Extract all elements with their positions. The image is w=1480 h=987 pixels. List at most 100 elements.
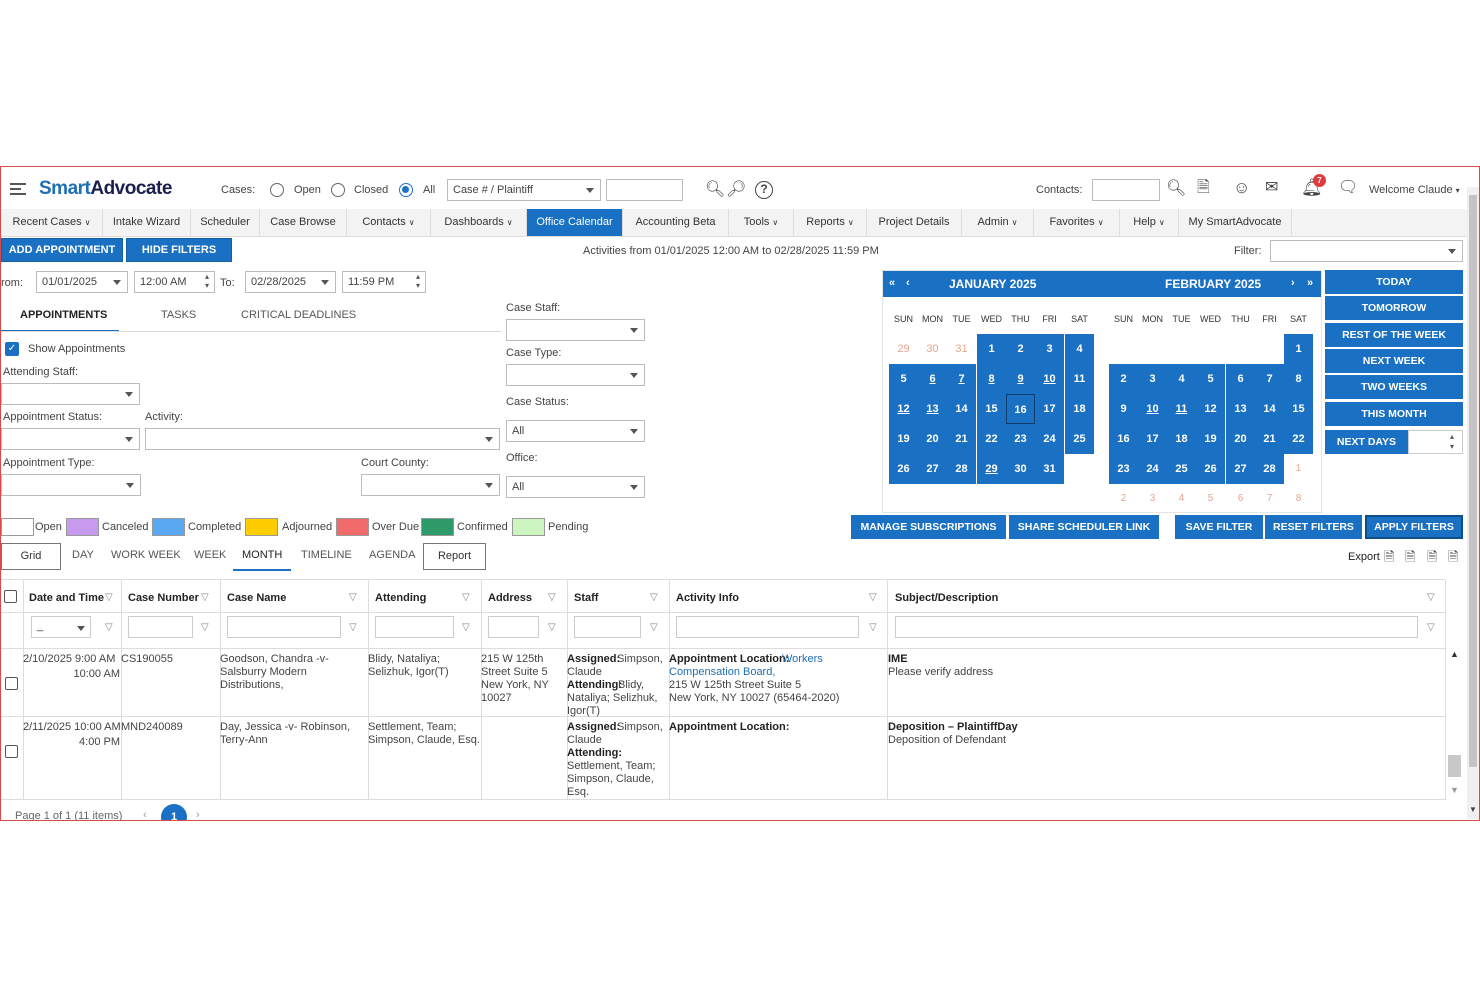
calendar-day[interactable]: 22 bbox=[977, 424, 1006, 454]
calendar-day[interactable]: 19 bbox=[889, 424, 918, 454]
nav-item-admin[interactable]: Admin ∨ bbox=[962, 209, 1034, 236]
case-number[interactable]: CS190055 bbox=[121, 653, 173, 665]
filter-funnel-icon[interactable]: ▽ bbox=[650, 592, 658, 603]
smiley-icon[interactable]: ☺ bbox=[1233, 178, 1251, 197]
add-appointment-button[interactable]: ADD APPOINTMENT bbox=[1, 238, 123, 262]
prev-month-icon[interactable]: ‹ bbox=[906, 277, 910, 289]
filter-funnel-icon[interactable]: ▽ bbox=[462, 622, 470, 633]
search-zoom-out-icon[interactable]: 🔍︎ bbox=[705, 181, 726, 198]
calendar-day[interactable]: 24 bbox=[1138, 454, 1167, 484]
filter-funnel-icon[interactable]: ▽ bbox=[349, 622, 357, 633]
calendar-day[interactable]: 9 bbox=[1006, 364, 1035, 394]
calendar-day[interactable]: 8 bbox=[977, 364, 1006, 394]
search-icon[interactable]: 🔍︎ bbox=[1166, 180, 1187, 197]
column-filter-input[interactable] bbox=[227, 616, 341, 638]
calendar-day[interactable]: 1 bbox=[1295, 463, 1302, 474]
notes-icon[interactable]: 🗎 bbox=[1197, 179, 1210, 196]
menu-icon[interactable] bbox=[10, 183, 26, 198]
calendar-day[interactable]: 20 bbox=[1226, 424, 1255, 454]
nav-item-reports[interactable]: Reports ∨ bbox=[794, 209, 867, 236]
calendar-day[interactable]: 30 bbox=[926, 343, 939, 355]
nav-item-contacts[interactable]: Contacts ∨ bbox=[347, 209, 431, 236]
column-header-attending[interactable]: Attending bbox=[375, 592, 427, 604]
to-time-spinner[interactable]: 11:59 PM ▴ ▾ bbox=[342, 271, 426, 293]
prev-year-icon[interactable]: « bbox=[889, 277, 896, 289]
calendar-day[interactable]: 4 bbox=[1065, 334, 1094, 364]
from-date-select[interactable]: 01/01/2025 bbox=[36, 271, 128, 293]
filter-funnel-icon[interactable]: ▽ bbox=[201, 622, 209, 633]
calendar-day[interactable]: 31 bbox=[955, 343, 968, 355]
cases-all-radio[interactable] bbox=[399, 183, 413, 197]
calendar-day[interactable]: 10 bbox=[1035, 364, 1064, 394]
hide-filters-button[interactable]: HIDE FILTERS bbox=[126, 238, 232, 262]
calendar-day[interactable]: 29 bbox=[977, 454, 1006, 484]
pager-next-icon[interactable]: › bbox=[196, 809, 200, 821]
nav-item-case-browse[interactable]: Case Browse bbox=[260, 209, 347, 236]
appointment-status-select[interactable] bbox=[1, 428, 140, 450]
view-timeline[interactable]: TIMELINE bbox=[301, 549, 352, 561]
calendar-day[interactable]: 15 bbox=[1284, 394, 1313, 424]
quick-tomorrow-button[interactable]: TOMORROW bbox=[1325, 296, 1463, 320]
nav-item-favorites[interactable]: Favorites ∨ bbox=[1034, 209, 1120, 236]
page-scrollbar[interactable]: ▼ bbox=[1467, 187, 1479, 819]
activity-location-link[interactable]: Compensation Board, bbox=[669, 666, 776, 678]
contacts-search-input[interactable] bbox=[1092, 179, 1160, 201]
filter-funnel-icon[interactable]: ▽ bbox=[650, 622, 658, 633]
to-date-select[interactable]: 02/28/2025 bbox=[245, 271, 336, 293]
office-select[interactable]: All bbox=[506, 476, 645, 498]
column-header-case-number[interactable]: Case Number bbox=[128, 592, 199, 604]
case-search-input[interactable] bbox=[606, 179, 683, 201]
share-scheduler-link-button[interactable]: SHARE SCHEDULER LINK bbox=[1009, 515, 1159, 539]
quick-next-days-button[interactable]: NEXT DAYS bbox=[1325, 430, 1408, 454]
filter-funnel-icon[interactable]: ▽ bbox=[462, 592, 470, 603]
pager-page-1[interactable]: 1 bbox=[161, 804, 187, 820]
calendar-day[interactable]: 6 bbox=[1226, 364, 1255, 394]
case-number[interactable]: MND240089 bbox=[121, 721, 183, 733]
calendar-day[interactable]: 3 bbox=[1035, 334, 1064, 364]
case-type-select[interactable] bbox=[506, 364, 645, 386]
calendar-day[interactable]: 29 bbox=[897, 343, 910, 355]
calendar-day[interactable]: 27 bbox=[1226, 454, 1255, 484]
case-search-type-select[interactable]: Case # / Plaintiff bbox=[447, 179, 601, 201]
calendar-day[interactable]: 18 bbox=[1065, 394, 1094, 424]
calendar-day[interactable]: 14 bbox=[1255, 394, 1284, 424]
calendar-day[interactable]: 26 bbox=[889, 454, 918, 484]
calendar-day[interactable]: 10 bbox=[1138, 394, 1167, 424]
nav-item-office-calendar[interactable]: Office Calendar bbox=[527, 209, 623, 236]
filter-funnel-icon[interactable]: ▽ bbox=[548, 622, 556, 633]
calendar-day[interactable]: 31 bbox=[1035, 454, 1064, 484]
calendar-day[interactable]: 1 bbox=[977, 334, 1006, 364]
column-header-case-name[interactable]: Case Name bbox=[227, 592, 287, 604]
calendar-day[interactable]: 6 bbox=[918, 364, 947, 394]
filter-funnel-icon[interactable]: ▽ bbox=[869, 592, 877, 603]
column-filter-input[interactable] bbox=[488, 616, 539, 638]
calendar-day[interactable]: 2 bbox=[1109, 364, 1138, 394]
grid-scrollbar[interactable]: ▲ ▼ bbox=[1445, 645, 1465, 800]
calendar-day[interactable]: 12 bbox=[1196, 394, 1225, 424]
calendar-day[interactable]: 7 bbox=[1255, 364, 1284, 394]
calendar-day[interactable]: 12 bbox=[889, 394, 918, 424]
view-work-week[interactable]: WORK WEEK bbox=[111, 549, 181, 561]
nav-item-help[interactable]: Help ∨ bbox=[1120, 209, 1179, 236]
calendar-day[interactable]: 5 bbox=[1207, 493, 1214, 504]
search-zoom-in-icon[interactable]: 🔎︎ bbox=[726, 181, 747, 198]
calendar-day[interactable]: 4 bbox=[1167, 364, 1196, 394]
nav-item-tools[interactable]: Tools ∨ bbox=[729, 209, 794, 236]
calendar-day[interactable]: 19 bbox=[1196, 424, 1225, 454]
apply-filters-button[interactable]: APPLY FILTERS bbox=[1365, 515, 1463, 539]
column-filter-input[interactable] bbox=[128, 616, 193, 638]
calendar-day[interactable]: 7 bbox=[947, 364, 976, 394]
calendar-day[interactable]: 17 bbox=[1138, 424, 1167, 454]
calendar-day[interactable]: 2 bbox=[1006, 334, 1035, 364]
export-pdf-icon[interactable]: 🗎 bbox=[1384, 549, 1395, 564]
calendar-day[interactable]: 5 bbox=[889, 364, 918, 394]
calendar-day[interactable]: 3 bbox=[1138, 364, 1167, 394]
calendar-day[interactable]: 13 bbox=[918, 394, 947, 424]
calendar-day[interactable]: 7 bbox=[1266, 493, 1273, 504]
inbox-icon[interactable]: ✉ bbox=[1265, 179, 1279, 196]
filter-funnel-icon[interactable]: ▽ bbox=[105, 592, 113, 603]
calendar-day[interactable]: 5 bbox=[1196, 364, 1225, 394]
calendar-day[interactable]: 15 bbox=[977, 394, 1006, 424]
nav-item-recent-cases[interactable]: Recent Cases ∨ bbox=[1, 209, 103, 236]
show-appointments-checkbox[interactable]: ✓ bbox=[5, 342, 19, 356]
